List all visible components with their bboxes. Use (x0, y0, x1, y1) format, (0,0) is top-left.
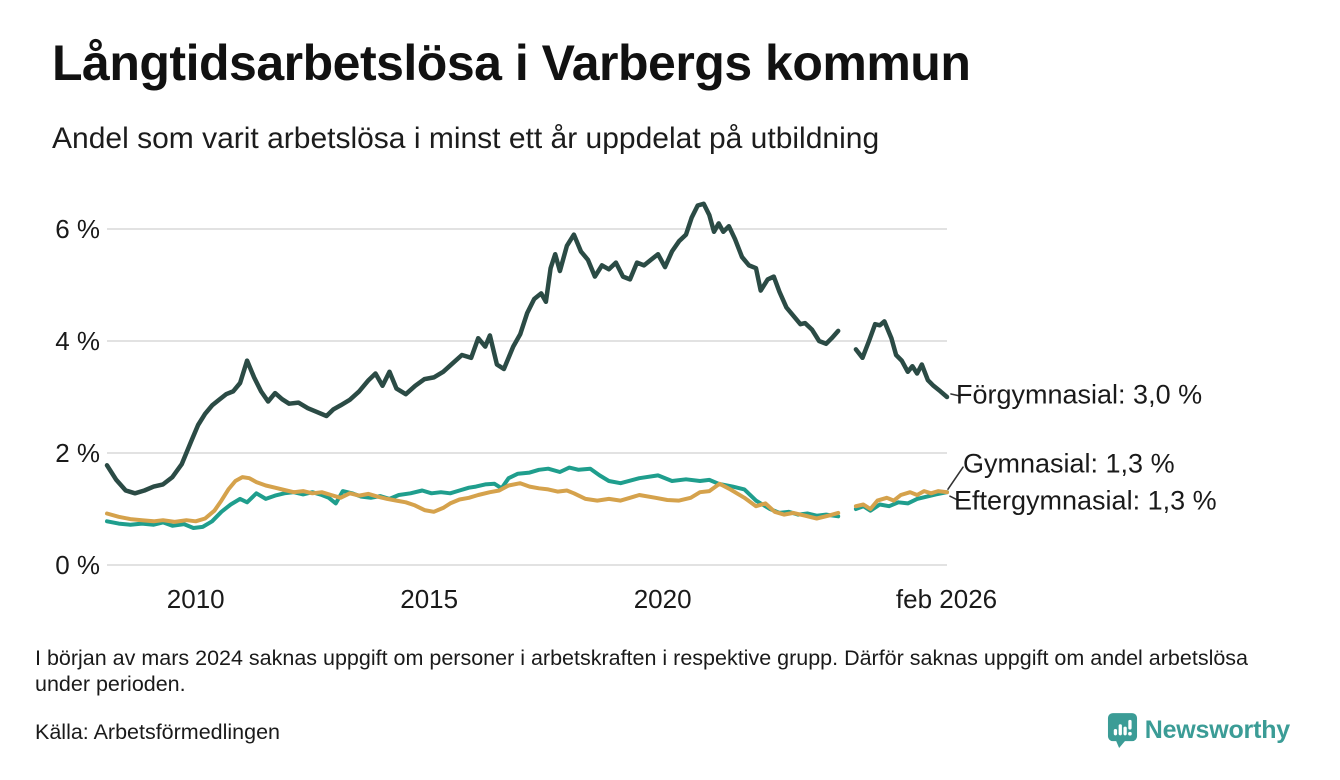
series-label-gymnasial: Gymnasial: 1,3 % (963, 448, 1175, 479)
footnote: I början av mars 2024 saknas uppgift om … (35, 646, 1249, 697)
series-label-eftergymnasial: Eftergymnasial: 1,3 % (954, 485, 1217, 516)
x-axis-tick-label: 2015 (400, 584, 459, 614)
y-axis-tick-label: 0 % (55, 550, 100, 580)
series-label-frgymnasial: Förgymnasial: 3,0 % (956, 379, 1203, 410)
y-axis-tick-label: 4 % (55, 326, 100, 356)
x-axis-tick-label: 2020 (633, 584, 692, 614)
chart-title: Långtidsarbetslösa i Varbergs kommun (52, 35, 971, 91)
x-axis-tick-label: feb 2026 (895, 584, 998, 614)
newsworthy-logo-text: Newsworthy (1144, 716, 1290, 744)
y-axis-tick-label: 2 % (55, 438, 100, 468)
newsworthy-speech-bubble-bar-chart-icon (1107, 712, 1138, 749)
chart-subtitle: Andel som varit arbetslösa i minst ett å… (52, 122, 880, 155)
newsworthy-logo: Newsworthy (1107, 712, 1290, 749)
source-label: Källa: Arbetsförmedlingen (35, 720, 281, 744)
x-axis-tick-label: 2010 (166, 584, 225, 614)
y-axis-tick-label: 6 % (55, 214, 100, 244)
